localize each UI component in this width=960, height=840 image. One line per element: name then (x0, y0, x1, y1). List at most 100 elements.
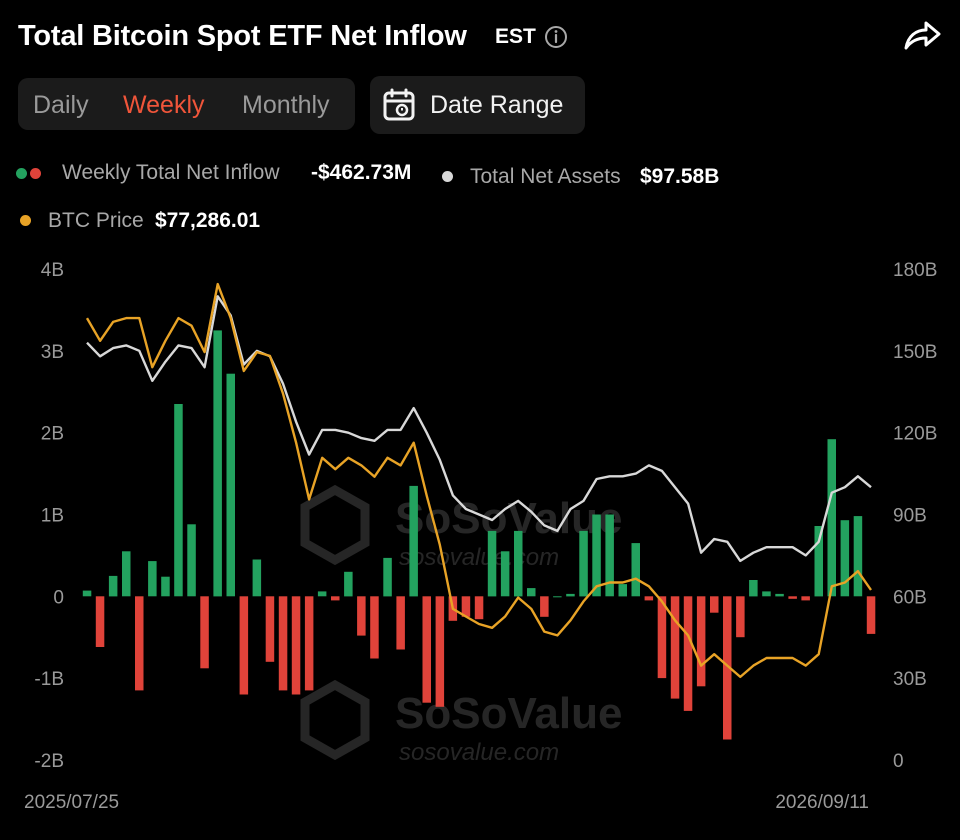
period-segmented-control: Daily Weekly Monthly (18, 78, 355, 130)
series-lines (85, 282, 872, 679)
inflow-bar[interactable] (866, 596, 876, 634)
inflow-bar[interactable] (278, 596, 288, 691)
watermark-url: sosovalue.com (399, 544, 559, 571)
legend-inflow-value: -$462.73M (311, 161, 412, 184)
inflow-bar[interactable] (553, 596, 562, 598)
inflow-bar[interactable] (135, 596, 144, 691)
watermark-url: sosovalue.com (399, 739, 559, 766)
inflow-bar[interactable] (736, 596, 745, 638)
legend-price-label: BTC Price (48, 209, 144, 232)
inflow-bar[interactable] (291, 596, 301, 695)
inflow-bar[interactable] (723, 596, 732, 740)
inflow-bar[interactable] (696, 596, 706, 687)
inflow-bar[interactable] (514, 530, 523, 597)
inflow-bar[interactable] (775, 593, 784, 597)
inflow-bar[interactable] (122, 551, 131, 597)
left-axis-tick: -1B (34, 669, 64, 690)
inflow-bar[interactable] (670, 596, 680, 699)
share-icon[interactable] (902, 18, 942, 54)
inflow-bar[interactable] (592, 514, 601, 597)
inflow-bar[interactable] (239, 596, 249, 695)
inflow-bar[interactable] (370, 596, 379, 659)
inflow-bar[interactable] (409, 485, 418, 597)
legend-assets-dot (442, 171, 453, 182)
inflow-bar[interactable] (749, 580, 758, 597)
legend-assets-label: Total Net Assets (470, 165, 621, 188)
inflow-bar[interactable] (435, 596, 445, 707)
inflow-bar[interactable] (383, 557, 392, 597)
inflow-bar[interactable] (422, 596, 432, 703)
inflow-bar[interactable] (252, 559, 262, 597)
inflow-bar[interactable] (265, 596, 275, 662)
inflow-bar[interactable] (579, 530, 588, 597)
inflow-bar[interactable] (187, 524, 196, 597)
inflow-bar[interactable] (487, 530, 497, 597)
inflow-bars (82, 330, 876, 740)
inflow-bar[interactable] (200, 596, 209, 669)
inflow-bar[interactable] (566, 593, 575, 597)
legend-inflow-label: Weekly Total Net Inflow (62, 161, 280, 184)
inflow-bar[interactable] (500, 551, 510, 597)
legend-price-dot (20, 215, 31, 226)
inflow-bar[interactable] (657, 596, 667, 679)
inflow-bar[interactable] (226, 373, 236, 597)
inflow-bar[interactable] (853, 516, 863, 597)
left-axis-tick: 2B (41, 424, 64, 445)
tab-monthly[interactable]: Monthly (242, 91, 330, 119)
timezone-label[interactable]: EST (495, 25, 536, 48)
inflow-bar[interactable] (396, 596, 405, 650)
inflow-bar[interactable] (540, 596, 549, 617)
tab-daily[interactable]: Daily (33, 91, 89, 119)
inflow-bar[interactable] (527, 588, 536, 597)
inflow-bar[interactable] (161, 576, 170, 597)
right-axis-tick: 150B (893, 342, 937, 363)
inflow-bar[interactable] (95, 596, 105, 647)
inflow-bar[interactable] (344, 571, 353, 597)
inflow-bar[interactable] (710, 596, 719, 613)
inflow-bar[interactable] (814, 526, 824, 597)
inflow-bar[interactable] (605, 514, 614, 597)
inflow-bar[interactable] (461, 596, 471, 617)
right-axis-tick: 90B (893, 506, 927, 527)
inflow-bar[interactable] (213, 330, 222, 597)
inflow-bar[interactable] (631, 543, 641, 597)
inflow-bar[interactable] (618, 584, 628, 597)
inflow-bar[interactable] (174, 404, 183, 597)
left-axis-tick: -2B (34, 751, 64, 772)
right-axis-tick: 120B (893, 424, 937, 445)
inflow-bar[interactable] (801, 596, 810, 601)
inflow-bar[interactable] (304, 596, 314, 691)
legend-assets-value: $97.58B (640, 165, 720, 188)
inflow-bar[interactable] (788, 596, 797, 599)
info-icon[interactable] (544, 25, 568, 49)
legend-price-value: $77,286.01 (155, 209, 261, 232)
inflow-bar[interactable] (317, 591, 327, 597)
tab-weekly[interactable]: Weekly (123, 91, 205, 119)
left-axis-tick: 4B (41, 260, 64, 281)
inflow-bar[interactable] (331, 596, 340, 601)
inflow-bar[interactable] (474, 596, 484, 620)
inflow-bar[interactable] (357, 596, 366, 636)
left-axis-tick: 0 (53, 587, 64, 608)
date-range-label: Date Range (430, 91, 564, 119)
inflow-bar[interactable] (108, 575, 118, 597)
legend-positive-dot (16, 168, 27, 179)
right-axis-tick: 180B (893, 260, 937, 281)
inflow-bar[interactable] (840, 520, 850, 597)
right-axis-tick: 60B (893, 587, 927, 608)
total-net-assets-line[interactable] (86, 295, 872, 563)
inflow-bar[interactable] (683, 596, 693, 711)
right-axis-tick: 30B (893, 669, 927, 690)
date-range-button[interactable]: Date Range (370, 76, 585, 134)
watermark-logo-icon (300, 679, 370, 761)
inflow-bar[interactable] (148, 561, 157, 597)
inflow-bar[interactable] (762, 591, 771, 597)
inflow-bar[interactable] (827, 439, 837, 597)
x-start-label: 2025/07/25 (24, 792, 119, 813)
btc-price-line[interactable] (85, 282, 872, 679)
inflow-bar[interactable] (82, 590, 92, 597)
inflow-bar[interactable] (644, 596, 654, 601)
